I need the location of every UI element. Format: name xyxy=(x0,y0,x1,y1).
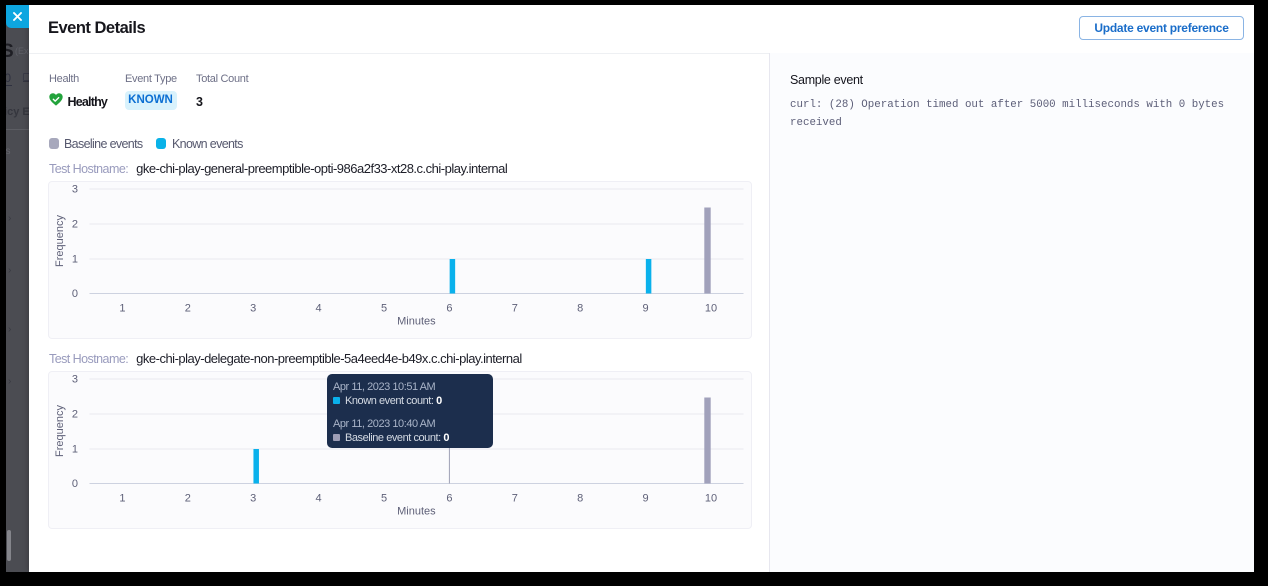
svg-text:0: 0 xyxy=(72,478,78,490)
svg-text:10: 10 xyxy=(705,493,717,505)
svg-text:8: 8 xyxy=(577,303,583,315)
svg-text:1: 1 xyxy=(119,493,125,505)
svg-text:7: 7 xyxy=(512,303,518,315)
svg-text:7: 7 xyxy=(512,493,518,505)
svg-text:2: 2 xyxy=(185,493,191,505)
svg-text:1: 1 xyxy=(72,444,78,456)
svg-text:5: 5 xyxy=(381,303,387,315)
svg-text:9: 9 xyxy=(643,493,649,505)
svg-text:4: 4 xyxy=(316,493,322,505)
svg-text:2: 2 xyxy=(72,219,78,231)
svg-text:2: 2 xyxy=(72,409,78,421)
svg-text:Frequency: Frequency xyxy=(54,405,66,457)
svg-text:10: 10 xyxy=(705,303,717,315)
svg-text:3: 3 xyxy=(72,374,78,386)
svg-text:9: 9 xyxy=(643,303,649,315)
svg-text:8: 8 xyxy=(577,493,583,505)
svg-text:2: 2 xyxy=(185,303,191,315)
svg-text:Minutes: Minutes xyxy=(397,506,436,518)
svg-text:1: 1 xyxy=(119,303,125,315)
svg-text:4: 4 xyxy=(316,303,322,315)
svg-text:0: 0 xyxy=(72,288,78,300)
svg-text:Minutes: Minutes xyxy=(397,316,436,328)
svg-text:6: 6 xyxy=(446,303,452,315)
svg-text:3: 3 xyxy=(250,303,256,315)
svg-text:6: 6 xyxy=(446,493,452,505)
svg-text:3: 3 xyxy=(250,493,256,505)
svg-text:3: 3 xyxy=(72,184,78,196)
svg-text:1: 1 xyxy=(72,254,78,266)
svg-text:Frequency: Frequency xyxy=(54,215,66,267)
svg-text:5: 5 xyxy=(381,493,387,505)
